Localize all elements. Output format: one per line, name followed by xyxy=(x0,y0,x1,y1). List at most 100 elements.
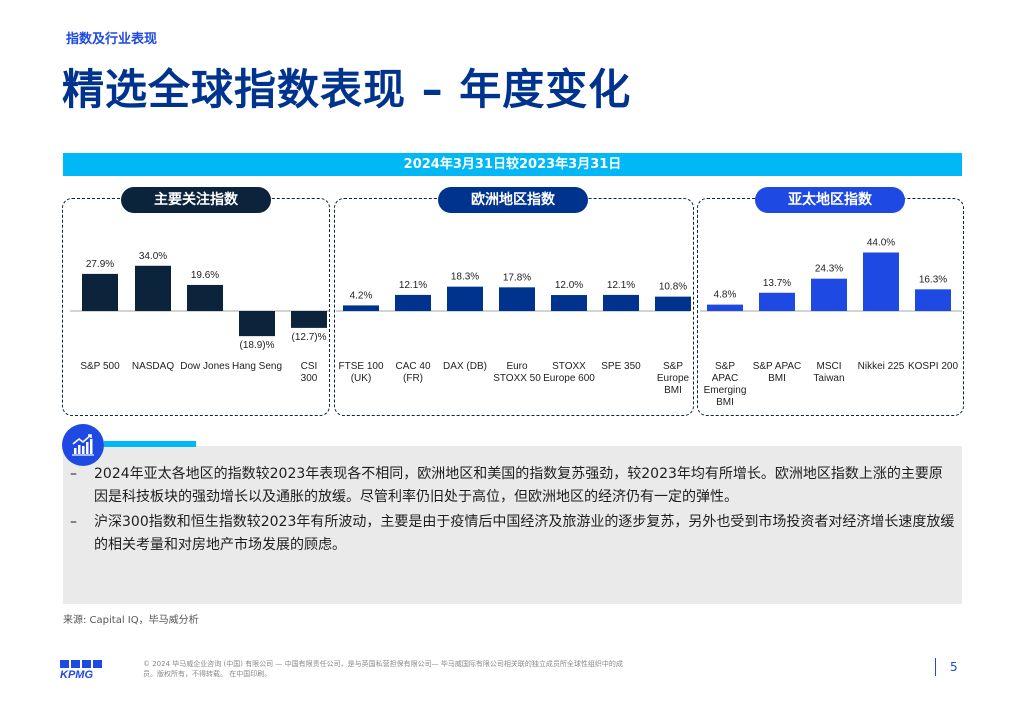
chart-growth-icon xyxy=(62,424,104,466)
bar xyxy=(343,305,379,311)
category-label-line: Hang Seng xyxy=(232,361,282,372)
bar xyxy=(187,284,223,311)
category-label-line: KOSPI 200 xyxy=(908,361,958,372)
bar xyxy=(603,294,639,311)
category-label: S&P APAC BMI xyxy=(753,361,802,384)
source-note: 来源: Capital IQ，毕马威分析 xyxy=(63,615,199,626)
bar xyxy=(239,311,275,337)
page-title: 精选全球指数表现 – 年度变化 xyxy=(62,65,632,114)
data-label: 10.8% xyxy=(659,282,687,293)
bar xyxy=(499,287,535,311)
category-label: NASDAQ xyxy=(132,361,174,372)
category-label-line: CSI xyxy=(301,361,318,372)
bar xyxy=(759,292,795,311)
bar xyxy=(82,273,118,311)
category-label: STOXX Europe 600 xyxy=(543,361,595,384)
category-label: Hang Seng xyxy=(232,361,282,372)
data-label: (18.9)% xyxy=(239,340,274,351)
category-label-line: STOXX xyxy=(552,361,586,372)
data-label: 24.3% xyxy=(815,264,843,275)
category-label-line: S&P 500 xyxy=(80,361,120,372)
category-label-line: Europe 600 xyxy=(543,373,595,384)
category-label-line: STOXX 50 xyxy=(493,373,541,384)
category-label: KOSPI 200 xyxy=(908,361,958,372)
data-label: 34.0% xyxy=(139,251,167,262)
note-text: 2024年亚太各地区的指数较2023年表现各不相同，欧洲地区和美国的指数复苏强劲… xyxy=(94,466,943,505)
bar xyxy=(395,294,431,311)
category-label-line: APAC xyxy=(712,373,739,384)
category-label-line: FTSE 100 xyxy=(338,361,383,372)
group-label-apac: 亚太地区指数 xyxy=(755,187,905,213)
data-label: 17.8% xyxy=(503,272,531,283)
category-label-line: CAC 40 xyxy=(395,361,430,372)
category-label-line: S&P xyxy=(715,361,735,372)
category-label-line: Europe xyxy=(657,373,690,384)
data-label: 27.9% xyxy=(86,259,114,270)
category-label: Nikkei 225 xyxy=(858,361,905,372)
category-label-line: Taiwan xyxy=(813,373,844,384)
bar xyxy=(655,296,691,311)
category-label-line: BMI xyxy=(768,373,786,384)
category-label: FTSE 100 (UK) xyxy=(338,361,383,384)
kpmg-logo: KPMG xyxy=(60,660,110,684)
category-label-line: SPE 350 xyxy=(601,361,641,372)
data-label: 4.2% xyxy=(350,290,373,301)
category-label: S&P APAC Emerging BMI xyxy=(704,361,747,408)
category-label-line: Emerging xyxy=(704,385,747,396)
bar xyxy=(863,252,899,311)
category-label-line: BMI xyxy=(664,385,682,396)
category-label-line: BMI xyxy=(716,397,734,408)
category-label: SPE 350 xyxy=(601,361,641,372)
bar xyxy=(915,289,951,311)
category-label: MSCI Taiwan xyxy=(813,361,844,384)
group-label-europe: 欧洲地区指数 xyxy=(438,187,588,213)
category-label-line: (UK) xyxy=(351,373,372,384)
category-label: Euro STOXX 50 xyxy=(493,361,541,384)
data-label: 19.6% xyxy=(191,270,219,281)
note-dash: – xyxy=(70,466,77,482)
note-dash: – xyxy=(70,514,77,530)
bar xyxy=(551,295,587,311)
category-label-line: NASDAQ xyxy=(132,361,174,372)
category-label-line: MSCI xyxy=(817,361,842,372)
note-item: – 2024年亚太各地区的指数较2023年表现各不相同，欧洲地区和美国的指数复苏… xyxy=(70,463,955,509)
data-label: 18.3% xyxy=(451,272,479,283)
bar xyxy=(707,304,743,311)
category-label: DAX (DB) xyxy=(443,361,487,372)
data-label: 16.3% xyxy=(919,274,947,285)
category-label: S&P 500 xyxy=(80,361,120,372)
note-text: 沪深300指数和恒生指数较2023年有所波动，主要是由于疫情后中国经济及旅游业的… xyxy=(94,514,955,553)
category-label: CSI 300 xyxy=(301,361,318,384)
data-label: 12.0% xyxy=(555,280,583,291)
bar xyxy=(135,265,171,311)
notes-panel xyxy=(63,446,962,604)
category-label-line: S&P APAC xyxy=(753,361,802,372)
bar xyxy=(811,278,847,311)
page-number: 5 xyxy=(950,660,958,674)
category-label-line: Dow Jones xyxy=(180,361,229,372)
category-label: Dow Jones xyxy=(180,361,229,372)
category-label-line: S&P xyxy=(663,361,683,372)
data-label: 12.1% xyxy=(399,280,427,291)
data-label: 12.1% xyxy=(607,280,635,291)
category-label-line: DAX (DB) xyxy=(443,361,487,372)
category-label: S&P Europe BMI xyxy=(657,361,690,396)
category-label-line: Nikkei 225 xyxy=(858,361,905,372)
data-label: 13.7% xyxy=(763,278,791,289)
data-label: 4.8% xyxy=(714,290,737,301)
page-divider xyxy=(935,658,936,676)
copyright-text: © 2024 毕马威企业咨询 (中国) 有限公司 — 中国有限责任公司，是与英国… xyxy=(143,660,623,678)
note-item: – 沪深300指数和恒生指数较2023年有所波动，主要是由于疫情后中国经济及旅游… xyxy=(70,511,955,557)
data-label: (12.7)% xyxy=(291,332,326,343)
bar xyxy=(447,286,483,311)
category-label-line: 300 xyxy=(301,373,318,384)
category-label-line: Euro xyxy=(506,361,528,372)
group-label-main: 主要关注指数 xyxy=(121,187,271,213)
notes-accent-bar xyxy=(104,441,196,447)
category-label: CAC 40 (FR) xyxy=(395,361,430,384)
svg-text:KPMG: KPMG xyxy=(60,669,93,680)
date-banner: 2024年3月31日较2023年3月31日 xyxy=(63,153,962,176)
section-label: 指数及行业表现 xyxy=(66,32,158,47)
category-label-line: (FR) xyxy=(403,373,423,384)
